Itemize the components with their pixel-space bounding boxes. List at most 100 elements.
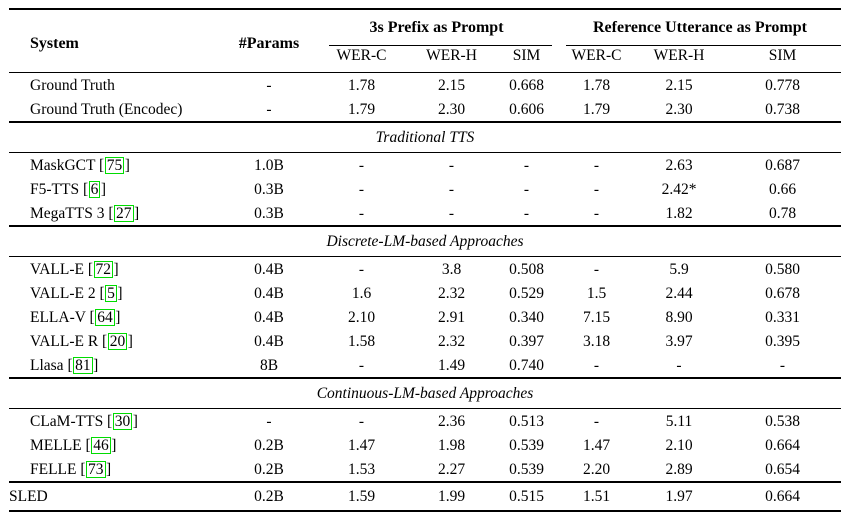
citation-link[interactable]: 20 (107, 332, 128, 350)
params-value: 0.3B (254, 180, 284, 198)
metric-wer-h-reference: 5.11 (665, 412, 693, 430)
citation-link[interactable]: 6 (88, 180, 101, 198)
metric-wer-c-prefix: 1.59 (314, 481, 409, 512)
system-name: MELLE [46] (30, 436, 117, 454)
section-title: Continuous-LM-based Approaches (9, 377, 841, 409)
citation-link[interactable]: 30 (112, 412, 133, 430)
citation-link[interactable]: 27 (114, 204, 134, 222)
citation-link[interactable]: 81 (73, 356, 93, 374)
system-name: F5-TTS [6] (30, 180, 107, 198)
metric-wer-h-reference: 2.15 (665, 76, 693, 94)
metric-sim-prefix: 0.539 (509, 436, 544, 454)
metric-wer-h-reference: 3.97 (665, 332, 693, 350)
metric-sim-prefix: 0.606 (509, 100, 544, 118)
params-value: - (266, 412, 272, 430)
metric-wer-c-prefix: 1.53 (347, 460, 376, 478)
metric-wer-c-prefix: 1.47 (347, 436, 376, 454)
metric-sim-reference: - (779, 356, 786, 374)
metric-sim-reference: 0.395 (765, 332, 800, 350)
metric-wer-h-prefix: 2.30 (437, 100, 466, 118)
column-header-wer-c-reference: WER-C (559, 46, 634, 73)
metric-wer-h-reference: 2.10 (665, 436, 693, 454)
system-name: ELLA-V [64] (30, 308, 121, 326)
metric-wer-h-reference: 8.90 (665, 308, 693, 326)
metric-wer-c-reference: - (593, 156, 600, 174)
metric-wer-c-prefix: 1.79 (347, 100, 376, 118)
metric-sim-reference: 0.580 (765, 260, 800, 278)
params-value: 0.4B (254, 284, 284, 302)
metric-sim-prefix: 0.508 (509, 260, 544, 278)
section-traditional-tts: Traditional TTS MaskGCT [75] 1.0B - - - - 2.63 0… (9, 121, 841, 226)
table-row-vall-e: VALL-E [72] 0.4B - 3.8 0.508 - 5.9 0.580 (9, 257, 841, 282)
metric-wer-h-prefix: 3.8 (441, 260, 462, 278)
metric-sim-reference: 0.664 (724, 481, 841, 512)
metric-sim-prefix: - (523, 180, 530, 198)
metric-wer-c-reference: - (593, 412, 600, 430)
table-row-f5-tts: F5-TTS [6] 0.3B - - - - 2.42* 0.66 (9, 177, 841, 201)
table-row-ground-truth: Ground Truth - 1.78 2.15 0.668 1.78 2.15 0.778 (9, 73, 841, 98)
citation-link[interactable]: 64 (95, 308, 115, 326)
system-name: SLED (9, 481, 224, 512)
metric-wer-h-reference: 2.89 (665, 460, 693, 478)
metric-sim-reference: 0.331 (765, 308, 800, 326)
metric-wer-h-reference: 1.82 (665, 204, 693, 222)
section-sled: SLED 0.2B 1.59 1.99 0.515 1.51 1.97 0.664 (9, 481, 841, 512)
metric-wer-h-prefix: - (448, 204, 455, 222)
metric-wer-h-reference: 2.42* (661, 180, 697, 198)
metric-sim-reference: 0.66 (768, 180, 797, 198)
section-title-row: Discrete-LM-based Approaches (9, 225, 841, 257)
metric-wer-c-reference: - (593, 260, 600, 278)
metric-wer-c-reference: - (593, 356, 600, 374)
table-row-clam-tts: CLaM-TTS [30] - - 2.36 0.513 - 5.11 0.538 (9, 409, 841, 434)
metric-sim-prefix: 0.513 (509, 412, 544, 430)
metric-sim-reference: 0.78 (768, 204, 797, 222)
table-row-melle: MELLE [46] 0.2B 1.47 1.98 0.539 1.47 2.10 0.664 (9, 433, 841, 457)
metric-wer-c-prefix: - (358, 260, 365, 278)
metric-sim-prefix: 0.740 (509, 356, 544, 374)
metric-sim-prefix: 0.340 (509, 308, 544, 326)
table-row-felle: FELLE [73] 0.2B 1.53 2.27 0.539 2.20 2.89 0.654 (9, 457, 841, 482)
metric-wer-c-prefix: 2.10 (347, 308, 376, 326)
results-table: System #Params 3s Prefix as Prompt Refer… (9, 8, 841, 512)
metric-wer-c-prefix: - (358, 204, 365, 222)
system-name: VALL-E R [20] (30, 332, 133, 350)
section-title-row: Traditional TTS (9, 121, 841, 153)
table-row-vall-e-2: VALL-E 2 [5] 0.4B 1.6 2.32 0.529 1.5 2.44 0.678 (9, 281, 841, 305)
citation-link[interactable]: 5 (105, 284, 117, 302)
metric-wer-c-prefix: - (358, 156, 365, 174)
params-value: 0.2B (254, 460, 284, 478)
metric-sim-prefix: - (523, 156, 530, 174)
metric-sim-prefix: 0.539 (509, 460, 544, 478)
metric-wer-c-prefix: - (358, 356, 365, 374)
metric-wer-h-reference: 2.63 (665, 156, 693, 174)
group-header-reference-utterance: Reference Utterance as Prompt (559, 9, 841, 46)
metric-wer-h-prefix: 2.32 (437, 284, 466, 302)
table-row-vall-e-r: VALL-E R [20] 0.4B 1.58 2.32 0.397 3.18 3.97 0.… (9, 329, 841, 353)
table-row-ella-v: ELLA-V [64] 0.4B 2.10 2.91 0.340 7.15 8.90 0.33… (9, 305, 841, 329)
metric-sim-prefix: - (523, 204, 530, 222)
metric-wer-c-reference: 1.78 (582, 76, 611, 94)
column-header-sim-prefix: SIM (494, 46, 559, 73)
metric-wer-c-reference: 3.18 (582, 332, 611, 350)
params-value: 8B (259, 356, 279, 374)
citation-link[interactable]: 73 (86, 460, 106, 478)
system-name: FELLE [73] (30, 460, 112, 478)
citation-link[interactable]: 75 (104, 156, 125, 174)
table-row-maskgct: MaskGCT [75] 1.0B - - - - 2.63 0.687 (9, 153, 841, 178)
params-value: 0.2B (224, 481, 314, 512)
system-name: Llasa [81] (30, 356, 99, 374)
metric-sim-reference: 0.678 (765, 284, 800, 302)
metric-wer-c-reference: - (593, 204, 600, 222)
citation-link[interactable]: 46 (91, 436, 111, 454)
params-value: 0.3B (254, 204, 284, 222)
column-header-params: #Params (224, 9, 314, 73)
metric-wer-c-reference: 1.51 (559, 481, 634, 512)
system-name: Ground Truth (Encodec) (30, 100, 183, 118)
metric-wer-h-prefix: 2.32 (437, 332, 466, 350)
metric-wer-h-reference: 1.97 (634, 481, 724, 512)
column-header-wer-c-prefix: WER-C (314, 46, 409, 73)
metric-wer-h-prefix: - (448, 156, 455, 174)
table-header: System #Params 3s Prefix as Prompt Refer… (9, 9, 841, 73)
metric-wer-c-prefix: 1.58 (347, 332, 376, 350)
citation-link[interactable]: 72 (93, 260, 113, 278)
